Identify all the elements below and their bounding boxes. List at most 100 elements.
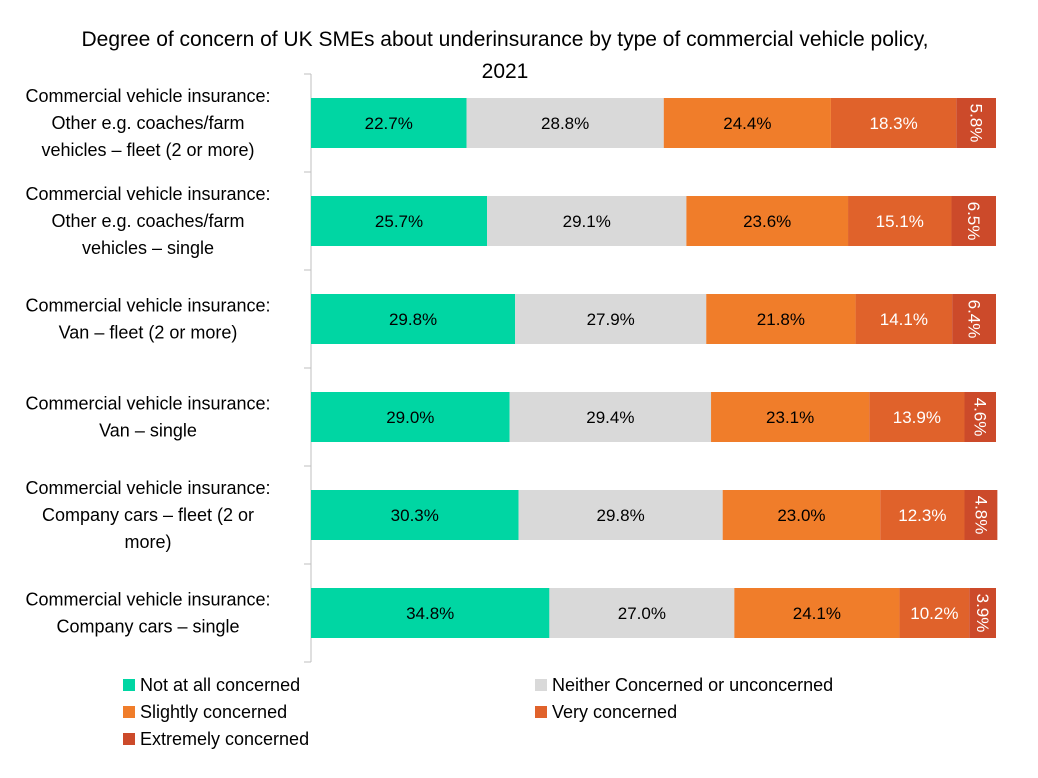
data-label: 29.0% bbox=[386, 408, 434, 427]
category-label-line: Commercial vehicle insurance: bbox=[25, 478, 270, 498]
legend-label: Neither Concerned or unconcerned bbox=[552, 675, 833, 695]
chart-title-line: Degree of concern of UK SMEs about under… bbox=[81, 28, 928, 51]
data-label: 4.6% bbox=[971, 398, 990, 437]
bar-segment bbox=[311, 98, 467, 148]
data-label: 22.7% bbox=[365, 114, 413, 133]
bar-segment bbox=[956, 98, 996, 148]
category-label-line: Commercial vehicle insurance: bbox=[25, 86, 270, 106]
legend-swatch bbox=[535, 679, 547, 691]
legend-label: Not at all concerned bbox=[140, 675, 300, 695]
bar-segment bbox=[706, 294, 856, 344]
data-label: 29.8% bbox=[597, 506, 645, 525]
legend-label: Very concerned bbox=[552, 702, 677, 722]
data-label: 18.3% bbox=[869, 114, 917, 133]
data-label: 28.8% bbox=[541, 114, 589, 133]
bar-segment bbox=[952, 294, 996, 344]
data-label: 10.2% bbox=[910, 604, 958, 623]
category-label-line: Other e.g. coaches/farm bbox=[51, 211, 244, 231]
bar-segment bbox=[515, 294, 707, 344]
data-label: 25.7% bbox=[375, 212, 423, 231]
category-label: Commercial vehicle insurance: Company car… bbox=[25, 590, 270, 637]
data-label: 23.6% bbox=[743, 212, 791, 231]
bar-segment bbox=[549, 588, 735, 638]
category-label-line: Commercial vehicle insurance: bbox=[25, 184, 270, 204]
category-label: Commercial vehicle insurance: Van – fleet… bbox=[25, 296, 270, 343]
category-label: Commercial vehicle insurance: Other e.g. … bbox=[25, 184, 270, 258]
data-label: 30.3% bbox=[391, 506, 439, 525]
data-label: 6.5% bbox=[964, 202, 983, 241]
legend-item: Not at all concerned bbox=[123, 675, 300, 695]
chart-title: Degree of concern of UK SMEs about under… bbox=[81, 28, 928, 83]
data-label: 27.9% bbox=[587, 310, 635, 329]
bar-segment bbox=[663, 98, 831, 148]
data-label: 23.1% bbox=[766, 408, 814, 427]
data-label: 27.0% bbox=[618, 604, 666, 623]
category-label-line: Company cars – single bbox=[56, 617, 239, 637]
category-label-line: Commercial vehicle insurance: bbox=[25, 394, 270, 414]
category-label: Commercial vehicle insurance: Other e.g. … bbox=[25, 86, 270, 160]
data-label: 6.4% bbox=[965, 300, 984, 339]
data-label: 29.1% bbox=[563, 212, 611, 231]
data-label: 3.9% bbox=[973, 594, 992, 633]
category-label-line: Other e.g. coaches/farm bbox=[51, 113, 244, 133]
bar-segment bbox=[869, 392, 965, 442]
legend: Not at all concerned Neither Concerned or… bbox=[123, 675, 833, 749]
bar-segment bbox=[311, 196, 488, 246]
data-label: 29.4% bbox=[586, 408, 634, 427]
bar-segment bbox=[830, 98, 957, 148]
bars: 22.7% 28.8% 24.4% 18.3% 5.8% 25.7% 29.1% 23.6% 1… bbox=[311, 98, 998, 638]
legend-label: Extremely concerned bbox=[140, 729, 309, 749]
data-label: 13.9% bbox=[893, 408, 941, 427]
data-label: 21.8% bbox=[757, 310, 805, 329]
category-label: Commercial vehicle insurance: Van – singl… bbox=[25, 394, 270, 441]
category-label: Commercial vehicle insurance: Company car… bbox=[25, 478, 270, 552]
category-label-line: Van – fleet (2 or more) bbox=[59, 323, 238, 343]
bar-segment bbox=[848, 196, 952, 246]
data-label: 29.8% bbox=[389, 310, 437, 329]
data-label: 23.0% bbox=[777, 506, 825, 525]
data-label: 24.1% bbox=[793, 604, 841, 623]
legend-item: Slightly concerned bbox=[123, 702, 287, 722]
bar-segment bbox=[734, 588, 900, 638]
bar-segment bbox=[686, 196, 849, 246]
category-labels: Commercial vehicle insurance: Other e.g. … bbox=[25, 86, 270, 637]
bar-segment bbox=[311, 294, 516, 344]
legend-swatch bbox=[123, 706, 135, 718]
bar-segment bbox=[880, 490, 965, 540]
data-label: 5.8% bbox=[967, 104, 986, 143]
bar-segment bbox=[969, 588, 996, 638]
data-label: 24.4% bbox=[723, 114, 771, 133]
legend-swatch bbox=[535, 706, 547, 718]
data-label: 15.1% bbox=[876, 212, 924, 231]
data-label: 34.8% bbox=[406, 604, 454, 623]
legend-label: Slightly concerned bbox=[140, 702, 287, 722]
bar-segment bbox=[964, 490, 998, 540]
bar-segment bbox=[466, 98, 664, 148]
category-label-line: Company cars – fleet (2 or bbox=[42, 505, 254, 525]
legend-swatch bbox=[123, 679, 135, 691]
chart-title-line: 2021 bbox=[482, 60, 529, 83]
category-label-line: vehicles – single bbox=[82, 238, 214, 258]
category-label-line: vehicles – fleet (2 or more) bbox=[41, 140, 254, 160]
legend-item: Neither Concerned or unconcerned bbox=[535, 675, 833, 695]
y-axis-ticks bbox=[304, 73, 311, 663]
bar-segment bbox=[855, 294, 953, 344]
data-label: 12.3% bbox=[898, 506, 946, 525]
bar-segment bbox=[951, 196, 996, 246]
category-label-line: Commercial vehicle insurance: bbox=[25, 590, 270, 610]
legend-item: Extremely concerned bbox=[123, 729, 309, 749]
bar-segment bbox=[899, 588, 970, 638]
data-label: 14.1% bbox=[880, 310, 928, 329]
category-label-line: Commercial vehicle insurance: bbox=[25, 296, 270, 316]
category-label-line: more) bbox=[124, 532, 171, 552]
bar-segment bbox=[311, 588, 550, 638]
bar-segment bbox=[487, 196, 687, 246]
bar-segment bbox=[311, 490, 519, 540]
category-label-line: Van – single bbox=[99, 421, 197, 441]
data-label: 4.8% bbox=[971, 496, 990, 535]
bar-segment bbox=[711, 392, 870, 442]
legend-item: Very concerned bbox=[535, 702, 677, 722]
bar-segment bbox=[311, 392, 510, 442]
bar-segment bbox=[722, 490, 881, 540]
legend-swatch bbox=[123, 733, 135, 745]
